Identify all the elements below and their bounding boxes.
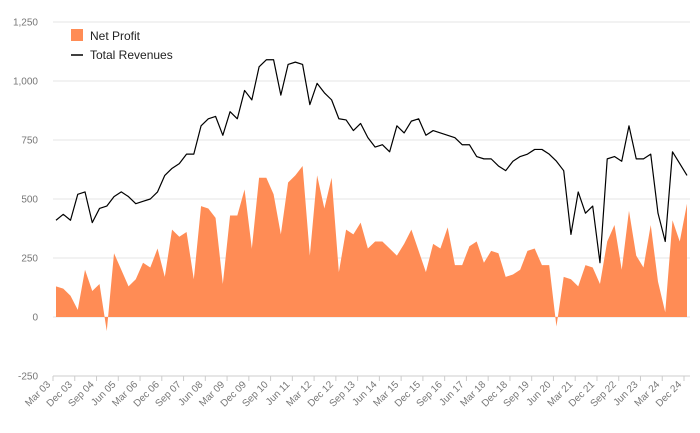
legend: Net Profit Total Revenues: [71, 29, 173, 62]
total-revenues-line-layer: [55, 59, 688, 264]
y-tick-label: 750: [21, 136, 38, 147]
legend-label-net-profit: Net Profit: [90, 29, 141, 43]
total-revenues-line: [55, 59, 688, 264]
y-axis-ticks: -250 0 250 500 750 1,000 1,250: [13, 18, 38, 383]
y-tick-label: 1,250: [13, 18, 38, 29]
net-profit-area: [56, 165, 687, 332]
legend-swatch-net-profit: [71, 29, 83, 41]
legend-label-total-revenues: Total Revenues: [90, 48, 173, 62]
net-profit-area-layer: [56, 165, 687, 332]
y-tick-label: 1,000: [13, 77, 38, 88]
y-tick-label: 0: [32, 313, 38, 324]
y-tick-label: -250: [18, 372, 38, 383]
y-tick-label: 500: [21, 195, 38, 206]
y-tick-label: 250: [21, 254, 38, 265]
